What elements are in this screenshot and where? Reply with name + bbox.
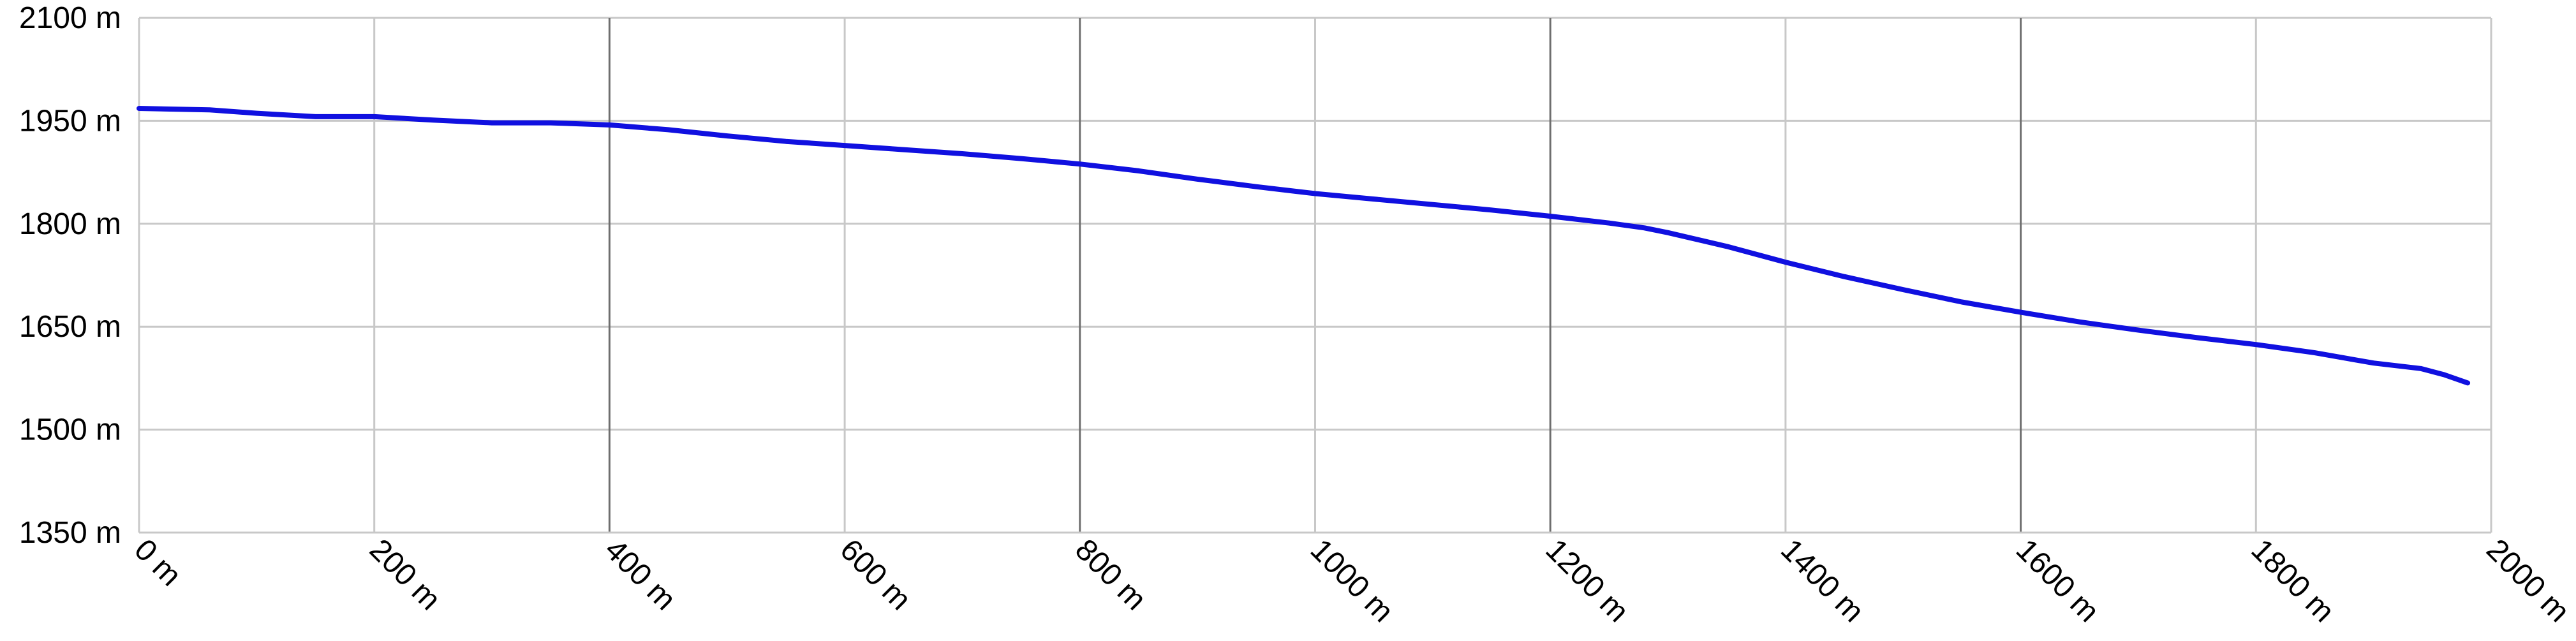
x-tick-label: 1600 m [2010,533,2106,629]
tick-label-layer: 1350 m 1500 m 1650 m 1800 m 1950 m 2100 m 0 m 2… [19,1,2576,629]
x-tick-label: 1000 m [1304,533,1400,629]
y-tick-label: 1950 m [19,104,121,138]
x-tick-label: 200 m [363,533,447,617]
elevation-profile-line [137,106,2471,386]
x-tick-label: 2000 m [2480,533,2576,629]
x-tick-label: 1200 m [1539,533,1635,629]
x-tick-label: 600 m [833,533,917,617]
x-tick-label: 800 m [1069,533,1153,617]
x-tick-label: 400 m [598,533,683,617]
x-tick-label: 1400 m [1774,533,1870,629]
grid-layer [138,17,2492,534]
x-tick-label: 1800 m [2245,533,2341,629]
series-layer [137,106,2471,386]
x-tick-label: 0 m [128,533,188,593]
axis-layer [138,18,2491,534]
y-tick-label: 1650 m [19,310,121,344]
y-tick-label: 2100 m [19,1,121,35]
y-tick-label: 1350 m [19,516,121,550]
y-tick-label: 1800 m [19,207,121,241]
y-tick-label: 1500 m [19,413,121,447]
